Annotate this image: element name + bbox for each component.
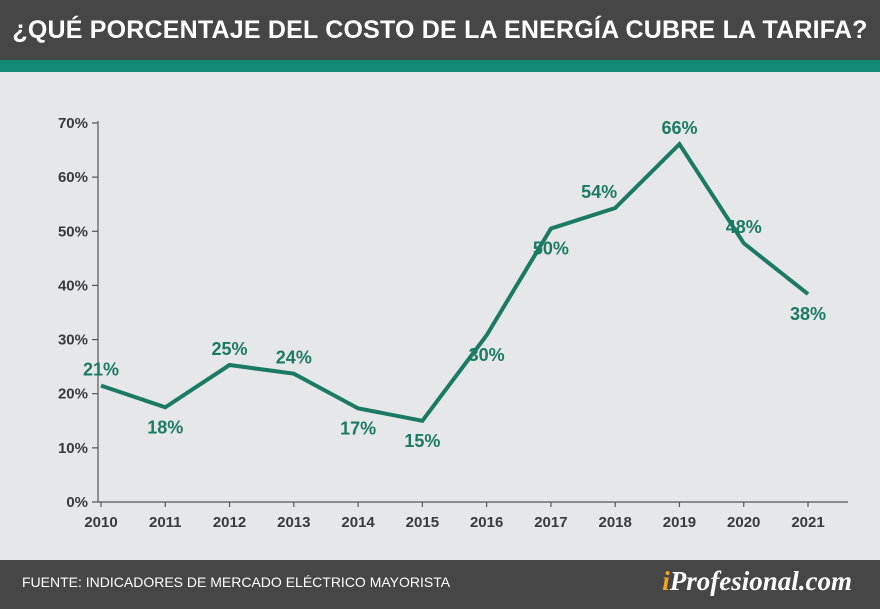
x-tick-label: 2013 xyxy=(277,514,310,531)
data-label: 15% xyxy=(404,431,440,451)
logo-text: Profesional.com xyxy=(669,566,852,596)
logo-i: i xyxy=(662,566,670,596)
data-label: 17% xyxy=(340,418,376,438)
chart-area: 0% 10% 20% 30% 40% 50% 60% 70% 2010 2011 2012 2013 2… xyxy=(0,72,880,560)
x-tick-label: 2014 xyxy=(341,514,375,531)
data-label: 38% xyxy=(790,304,826,324)
brand-logo: iProfesional.com xyxy=(662,566,852,597)
x-tick-label: 2012 xyxy=(213,514,246,531)
data-label: 50% xyxy=(533,239,569,259)
source-note: FUENTE: INDICADORES DE MERCADO ELÉCTRICO… xyxy=(22,574,451,590)
chart-title: ¿QUÉ PORCENTAJE DEL COSTO DE LA ENERGÍA … xyxy=(12,15,868,44)
x-tick-label: 2016 xyxy=(470,514,503,531)
data-label: 25% xyxy=(212,339,248,359)
data-label: 24% xyxy=(276,348,312,368)
x-tick-label: 2010 xyxy=(84,514,117,531)
chart-header: ¿QUÉ PORCENTAJE DEL COSTO DE LA ENERGÍA … xyxy=(0,0,880,60)
y-tick-label: 30% xyxy=(58,332,88,349)
y-tick-label: 60% xyxy=(58,169,88,186)
x-tick-label: 2015 xyxy=(406,514,439,531)
y-tick-label: 40% xyxy=(58,277,88,294)
data-label: 30% xyxy=(469,345,505,365)
data-label: 18% xyxy=(147,417,183,437)
line-chart: 0% 10% 20% 30% 40% 50% 60% 70% 2010 2011 2012 2013 2… xyxy=(58,115,848,531)
data-label: 66% xyxy=(661,118,697,138)
x-tick-label: 2011 xyxy=(149,514,182,531)
x-tick-label: 2018 xyxy=(598,514,631,531)
x-tick-label: 2019 xyxy=(663,514,696,531)
y-tick-label: 70% xyxy=(58,115,88,132)
series-line xyxy=(100,140,810,423)
accent-bar xyxy=(0,60,880,72)
data-label: 21% xyxy=(83,360,119,380)
data-label: 48% xyxy=(726,217,762,237)
footer: FUENTE: INDICADORES DE MERCADO ELÉCTRICO… xyxy=(0,560,880,609)
y-tick-label: 0% xyxy=(66,494,88,511)
y-tick-label: 50% xyxy=(58,223,88,240)
x-tick-label: 2020 xyxy=(727,514,760,531)
data-label: 54% xyxy=(581,182,617,202)
x-tick-label: 2021 xyxy=(791,514,824,531)
y-tick-label: 10% xyxy=(58,440,88,457)
x-tick-label: 2017 xyxy=(534,514,567,531)
y-tick-label: 20% xyxy=(58,386,88,403)
